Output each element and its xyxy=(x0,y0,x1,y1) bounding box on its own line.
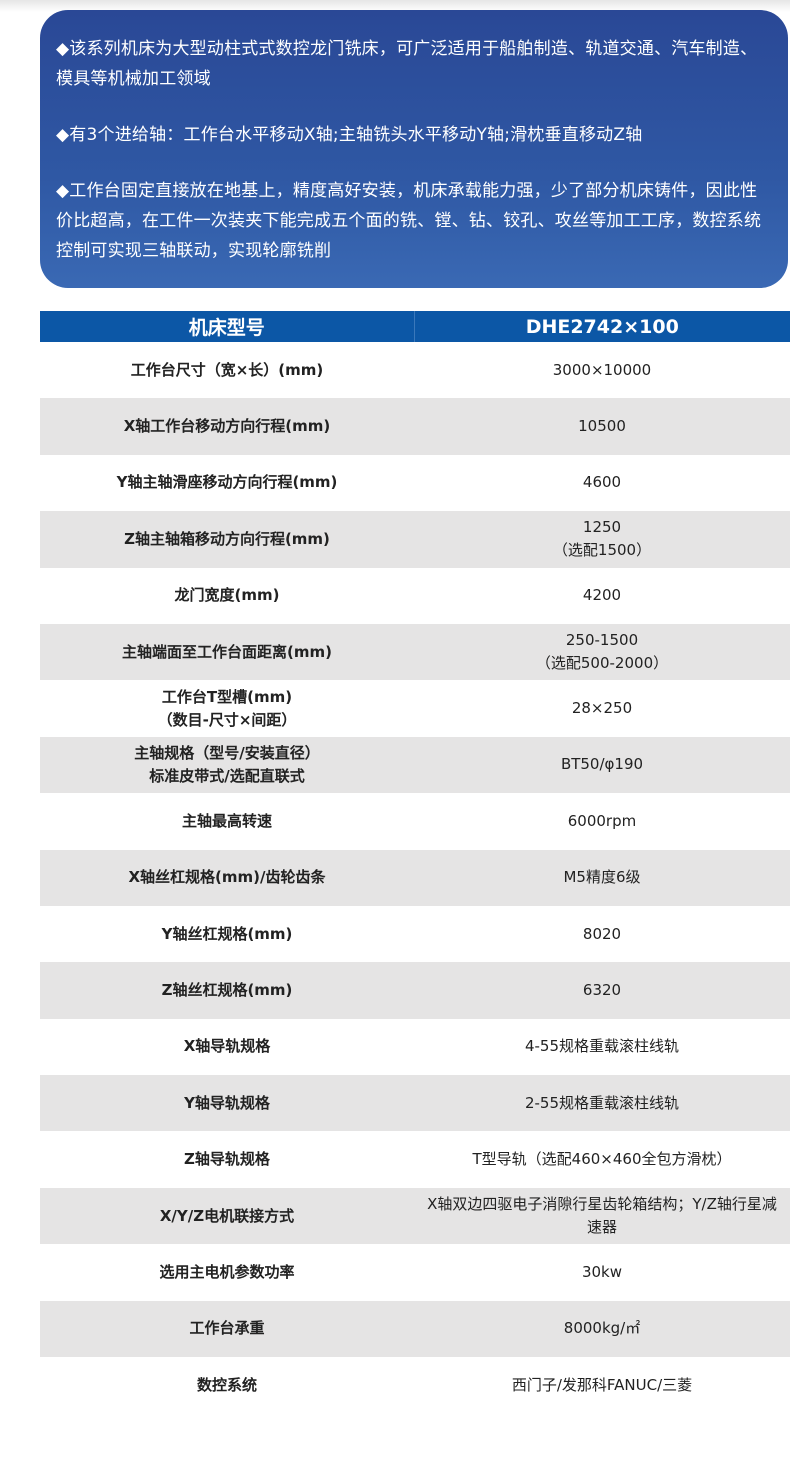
spec-value: 4-55规格重载滚柱线轨 xyxy=(524,1037,680,1056)
spec-name: 选用主电机参数功率 xyxy=(159,1262,295,1281)
spec-value: 1250 （选配1500） xyxy=(414,511,790,568)
spec-name: Y轴丝杠规格(mm) xyxy=(161,924,293,943)
top-shadow xyxy=(0,0,790,12)
spec-name: X轴导轨规格 xyxy=(183,1037,271,1056)
spec-value: 8000kg/㎡ xyxy=(414,1300,790,1358)
table-row: X轴工作台移动方向行程(mm) 10500 xyxy=(40,398,790,455)
spec-value: BT50/φ190 xyxy=(414,736,790,794)
spec-value: 28×250 xyxy=(571,699,633,718)
spec-value: 10500 xyxy=(414,398,790,455)
spec-value: 8020 xyxy=(582,924,622,943)
spec-value: 4200 xyxy=(582,586,622,605)
intro-paragraph-2: ◆有3个进给轴：工作台水平移动X轴;主轴铣头水平移动Y轴;滑枕垂直移动Z轴 xyxy=(56,125,643,145)
spec-value: 6320 xyxy=(414,962,790,1019)
spec-name: Z轴丝杠规格(mm) xyxy=(40,962,414,1019)
spec-name: 主轴最高转速 xyxy=(181,811,272,830)
table-row: 主轴端面至工作台面距离(mm) 250-1500 （选配500-2000） xyxy=(40,623,790,681)
intro-paragraph-3: ◆工作台固定直接放在地基上，精度高好安装，机床承载能力强，少了部分机床铸件，因此… xyxy=(56,181,762,261)
spec-name: Y轴主轴滑座移动方向行程(mm) xyxy=(116,473,338,492)
spec-value: 2-55规格重载滚柱线轨 xyxy=(414,1075,790,1132)
table-row: 工作台尺寸（宽×长）(mm) 3000×10000 xyxy=(40,342,790,398)
table-row: X轴丝杠规格(mm)/齿轮齿条 M5精度6级 xyxy=(40,849,790,906)
spec-value: T型导轨（选配460×460全包方滑枕） xyxy=(472,1150,732,1169)
table-row: Z轴丝杠规格(mm) 6320 xyxy=(40,962,790,1019)
spec-value: M5精度6级 xyxy=(414,849,790,906)
intro-paragraph-1: ◆该系列机床为大型动柱式式数控龙门铣床，可广泛适用于船舶制造、轨道交通、汽车制造… xyxy=(56,39,758,89)
spec-value: 4600 xyxy=(582,473,622,492)
table-row: 工作台承重 8000kg/㎡ xyxy=(40,1300,790,1358)
spec-value: 30kw xyxy=(581,1262,623,1281)
spec-name: Z轴导轨规格 xyxy=(184,1150,270,1169)
spec-name: 主轴端面至工作台面距离(mm) xyxy=(40,623,414,681)
spec-name: X轴工作台移动方向行程(mm) xyxy=(40,398,414,455)
spec-name: 主轴规格（型号/安装直径） 标准皮带式/选配直联式 xyxy=(40,736,414,794)
table-row: 选用主电机参数功率 30kw xyxy=(40,1244,790,1300)
table-row: 数控系统 西门子/发那科FANUC/三菱 xyxy=(40,1357,790,1413)
spec-name: Y轴导轨规格 xyxy=(40,1075,414,1132)
spec-name: Z轴主轴箱移动方向行程(mm) xyxy=(40,511,414,568)
table-row: 主轴规格（型号/安装直径） 标准皮带式/选配直联式 BT50/φ190 xyxy=(40,736,790,794)
spec-name: 龙门宽度(mm) xyxy=(174,586,280,605)
table-row: X/Y/Z电机联接方式 X轴双边四驱电子消隙行星齿轮箱结构；Y/Z轴行星减速器 xyxy=(40,1187,790,1245)
table-row: Z轴导轨规格 T型导轨（选配460×460全包方滑枕） xyxy=(40,1131,790,1187)
table-row: 主轴最高转速 6000rpm xyxy=(40,793,790,849)
spec-value: 西门子/发那科FANUC/三菱 xyxy=(511,1375,693,1394)
spec-name: 数控系统 xyxy=(196,1375,257,1394)
spec-value: 6000rpm xyxy=(567,811,637,830)
table-row: Z轴主轴箱移动方向行程(mm) 1250 （选配1500） xyxy=(40,511,790,568)
spec-value: 3000×10000 xyxy=(552,360,652,379)
spec-name: X/Y/Z电机联接方式 xyxy=(40,1187,414,1245)
header-model-value: DHE2742×100 xyxy=(414,311,790,342)
spec-name: 工作台T型槽(mm) （数目-尺寸×间距） xyxy=(157,687,297,729)
intro-card: ◆该系列机床为大型动柱式式数控龙门铣床，可广泛适用于船舶制造、轨道交通、汽车制造… xyxy=(40,10,788,288)
spec-value: X轴双边四驱电子消隙行星齿轮箱结构；Y/Z轴行星减速器 xyxy=(414,1187,790,1245)
header-model-label: 机床型号 xyxy=(40,311,415,342)
spec-name: X轴丝杠规格(mm)/齿轮齿条 xyxy=(40,849,414,906)
table-row: Y轴导轨规格 2-55规格重载滚柱线轨 xyxy=(40,1075,790,1132)
table-row: Y轴丝杠规格(mm) 8020 xyxy=(40,906,790,962)
spec-name: 工作台承重 xyxy=(40,1300,414,1358)
table-row: 工作台T型槽(mm) （数目-尺寸×间距） 28×250 xyxy=(40,680,790,736)
table-row: Y轴主轴滑座移动方向行程(mm) 4600 xyxy=(40,455,790,511)
spec-table-header: 机床型号 DHE2742×100 xyxy=(40,311,790,342)
spec-value: 250-1500 （选配500-2000） xyxy=(414,623,790,681)
table-row: 龙门宽度(mm) 4200 xyxy=(40,568,790,624)
spec-table: 机床型号 DHE2742×100 工作台尺寸（宽×长）(mm) 3000×1000… xyxy=(40,311,790,1413)
table-row: X轴导轨规格 4-55规格重载滚柱线轨 xyxy=(40,1019,790,1075)
spec-name: 工作台尺寸（宽×长）(mm) xyxy=(130,360,324,379)
